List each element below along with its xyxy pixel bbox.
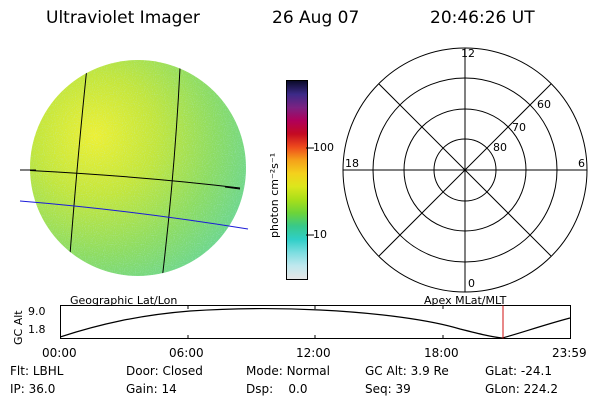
altitude-ytick-top: 9.0: [28, 305, 46, 318]
colorbar-ticks: [306, 147, 314, 236]
status-glon: GLon: 224.2: [485, 382, 558, 396]
polar-plot: [342, 47, 588, 293]
status-seq: Seq: 39: [365, 382, 411, 396]
status-mode: Mode: Normal: [246, 364, 330, 378]
mlt-label-0: 0: [468, 277, 475, 290]
altitude-xtick-4: 23:59: [552, 346, 587, 360]
mlt-label-12: 12: [461, 47, 475, 60]
time-label: 20:46:26 UT: [430, 8, 535, 28]
apex-caption: Apex MLat/MLT: [424, 294, 507, 307]
geographic-caption: Geographic Lat/Lon: [70, 294, 178, 307]
altitude-plot: [60, 305, 571, 339]
mlat-label-70: 70: [512, 121, 526, 134]
altitude-curve: [60, 308, 571, 339]
altitude-ytick-bottom: 1.8: [28, 323, 46, 336]
mlt-label-6: 6: [578, 157, 585, 170]
colorbar-tick-10: 10: [313, 228, 327, 241]
colorbar-tick-100: 100: [313, 141, 334, 154]
altitude-xtick-1: 06:00: [169, 346, 204, 360]
altitude-xtick-0: 00:00: [42, 346, 77, 360]
status-gain: Gain: 14: [126, 382, 177, 396]
longitude-line: [67, 60, 89, 276]
mlt-label-18: 18: [345, 157, 359, 170]
altitude-xtick-2: 12:00: [296, 346, 331, 360]
colorbar: [286, 80, 308, 280]
colorbar-label: photon cm⁻²s⁻¹: [268, 152, 281, 238]
latitude-line: [30, 169, 241, 189]
geographic-image: [19, 60, 249, 276]
magnetic-latitude-line: [19, 200, 249, 230]
status-ip: IP: 36.0: [10, 382, 56, 396]
longitude-line: [161, 67, 181, 276]
date-label: 26 Aug 07: [272, 8, 360, 28]
status-gc-alt: GC Alt: 3.9 Re: [365, 364, 449, 378]
altitude-ylabel: GC Alt: [12, 310, 25, 345]
instrument-title: Ultraviolet Imager: [46, 8, 200, 28]
status-glat: GLat: -24.1: [485, 364, 552, 378]
altitude-xtick-3: 18:00: [424, 346, 459, 360]
status-filter: Flt: LBHL: [10, 364, 64, 378]
mlat-label-80: 80: [493, 141, 507, 154]
mlat-label-60: 60: [537, 98, 551, 111]
status-dsp: Dsp: 0.0: [246, 382, 308, 396]
status-door: Door: Closed: [126, 364, 203, 378]
